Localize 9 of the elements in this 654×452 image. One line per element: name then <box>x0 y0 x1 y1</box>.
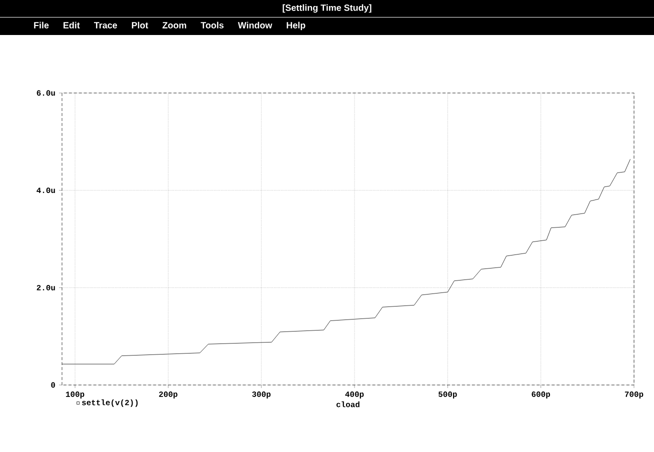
text: Edit <box>64 22 80 28</box>
text: Window <box>238 22 272 28</box>
chart-title: [Settling Time Study] <box>282 4 372 13</box>
text: Zoom <box>162 22 186 28</box>
text: Plot <box>132 22 148 28</box>
text: Trace <box>94 22 118 28</box>
text: File <box>34 22 49 28</box>
text: Tools <box>200 22 224 28</box>
text: Help <box>286 22 306 30</box>
